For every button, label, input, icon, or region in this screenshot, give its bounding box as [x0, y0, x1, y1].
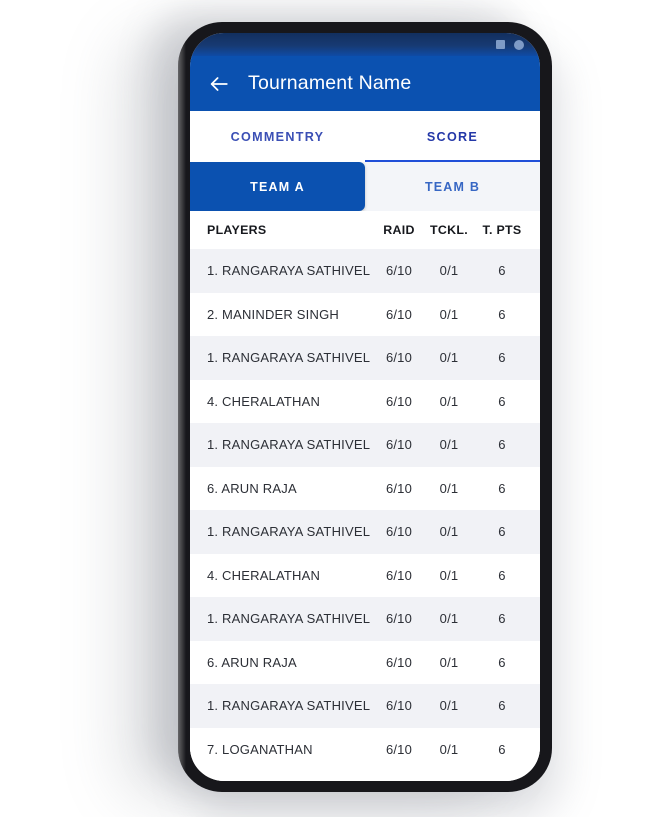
cell-raid: 6/10 [385, 480, 413, 496]
table-row[interactable]: 6. ARUN RAJA 6/10 0/1 6 [190, 640, 540, 684]
player-stats-list[interactable]: 1. RANGARAYA SATHIVEL 6/10 0/1 6 2. MANINDER… [190, 249, 540, 781]
cell-raid: 6/10 [385, 350, 413, 366]
column-header-tckl: TCKL. [430, 223, 468, 237]
table-row[interactable]: 1. RANGARAYA SATHIVEL 6/10 0/1 6 [190, 510, 540, 554]
cell-tckl: 0/1 [439, 306, 459, 322]
table-row[interactable]: 1. RANGARAYA SATHIVEL 6/10 0/1 6 [190, 684, 540, 728]
cell-player: 7. LOGANATHAN [207, 741, 313, 757]
cell-pts: 6 [498, 350, 506, 366]
cell-player: 1. RANGARAYA SATHIVEL [207, 611, 371, 627]
cell-pts: 6 [498, 567, 506, 583]
cell-pts: 6 [498, 480, 506, 496]
app-bar: Tournament Name [190, 56, 540, 111]
cell-raid: 6/10 [385, 567, 413, 583]
cell-raid: 6/10 [385, 741, 413, 757]
cell-pts: 6 [498, 654, 506, 670]
table-row[interactable]: 1. RANGARAYA SATHIVEL 6/10 0/1 6 [190, 336, 540, 380]
square-indicator-icon [496, 40, 505, 49]
cell-pts: 6 [498, 741, 506, 757]
table-row[interactable]: 2. MANINDER SINGH 6/10 0/1 6 [190, 292, 540, 336]
cell-tckl: 0/1 [439, 567, 459, 583]
cell-raid: 6/10 [385, 306, 413, 322]
bezel-highlight [178, 22, 186, 792]
tab-commentry-label: COMMENTRY [230, 129, 325, 144]
status-bar [190, 33, 540, 56]
table-row[interactable]: 1. RANGARAYA SATHIVEL 6/10 0/1 6 [190, 249, 540, 293]
cell-tckl: 0/1 [439, 393, 459, 409]
cell-raid: 6/10 [385, 437, 413, 453]
phone-screen: Tournament Name COMMENTRY SCORE TEAM A T… [190, 33, 540, 781]
cell-pts: 6 [498, 437, 506, 453]
cell-player: 1. RANGARAYA SATHIVEL [207, 350, 371, 366]
cell-tckl: 0/1 [439, 350, 459, 366]
cell-raid: 6/10 [385, 524, 413, 540]
tab-commentry[interactable]: COMMENTRY [190, 111, 365, 162]
table-row[interactable]: 4. CHERALATHAN 6/10 0/1 6 [190, 553, 540, 597]
cell-player: 4. CHERALATHAN [207, 567, 321, 583]
cell-player: 1. RANGARAYA SATHIVEL [207, 524, 371, 540]
cell-raid: 6/10 [385, 263, 413, 279]
table-header-row: PLAYERS RAID TCKL. T. PTS [190, 211, 540, 249]
cell-pts: 6 [498, 698, 506, 714]
cell-pts: 6 [498, 611, 506, 627]
tab-score[interactable]: SCORE [365, 111, 540, 162]
column-header-total-points: T. PTS [482, 223, 522, 237]
cell-pts: 6 [498, 306, 506, 322]
cell-player: 4. CHERALATHAN [207, 393, 321, 409]
circle-indicator-icon [514, 39, 524, 50]
cell-tckl: 0/1 [439, 263, 459, 279]
cell-tckl: 0/1 [439, 524, 459, 540]
column-header-players: PLAYERS [207, 223, 267, 237]
cell-tckl: 0/1 [439, 480, 459, 496]
cell-raid: 6/10 [385, 698, 413, 714]
page-title: Tournament Name [248, 72, 412, 94]
table-row[interactable]: 4. CHERALATHAN 6/10 0/1 6 [190, 379, 540, 423]
cell-tckl: 0/1 [439, 741, 459, 757]
tab-bar: COMMENTRY SCORE [190, 111, 540, 162]
table-row[interactable]: 6. ARUN RAJA 6/10 0/1 6 [190, 466, 540, 510]
cell-player: 6. ARUN RAJA [207, 654, 297, 670]
cell-raid: 6/10 [385, 611, 413, 627]
team-b-button[interactable]: TEAM B [365, 162, 540, 211]
table-row[interactable]: 1. RANGARAYA SATHIVEL 6/10 0/1 6 [190, 597, 540, 641]
cell-tckl: 0/1 [439, 611, 459, 627]
cell-pts: 6 [498, 263, 506, 279]
team-b-label: TEAM B [424, 179, 481, 194]
table-row[interactable]: 1. RANGARAYA SATHIVEL 6/10 0/1 6 [190, 423, 540, 467]
team-a-button[interactable]: TEAM A [190, 162, 365, 211]
cell-player: 1. RANGARAYA SATHIVEL [207, 698, 371, 714]
cell-pts: 6 [498, 524, 506, 540]
arrow-left-icon[interactable] [208, 73, 230, 95]
phone-device-frame: Tournament Name COMMENTRY SCORE TEAM A T… [178, 22, 552, 792]
team-selector: TEAM A TEAM B [190, 162, 540, 211]
cell-player: 1. RANGARAYA SATHIVEL [207, 263, 371, 279]
cell-player: 6. ARUN RAJA [207, 480, 297, 496]
cell-raid: 6/10 [385, 654, 413, 670]
cell-tckl: 0/1 [439, 698, 459, 714]
cell-pts: 6 [498, 393, 506, 409]
team-a-label: TEAM A [250, 179, 305, 194]
column-header-raid: RAID [383, 223, 415, 237]
tab-score-label: SCORE [426, 129, 479, 144]
cell-tckl: 0/1 [439, 437, 459, 453]
cell-player: 2. MANINDER SINGH [207, 306, 339, 322]
cell-tckl: 0/1 [439, 654, 459, 670]
table-row[interactable]: 7. LOGANATHAN 6/10 0/1 6 [190, 727, 540, 771]
cell-player: 1. RANGARAYA SATHIVEL [207, 437, 371, 453]
cell-raid: 6/10 [385, 393, 413, 409]
